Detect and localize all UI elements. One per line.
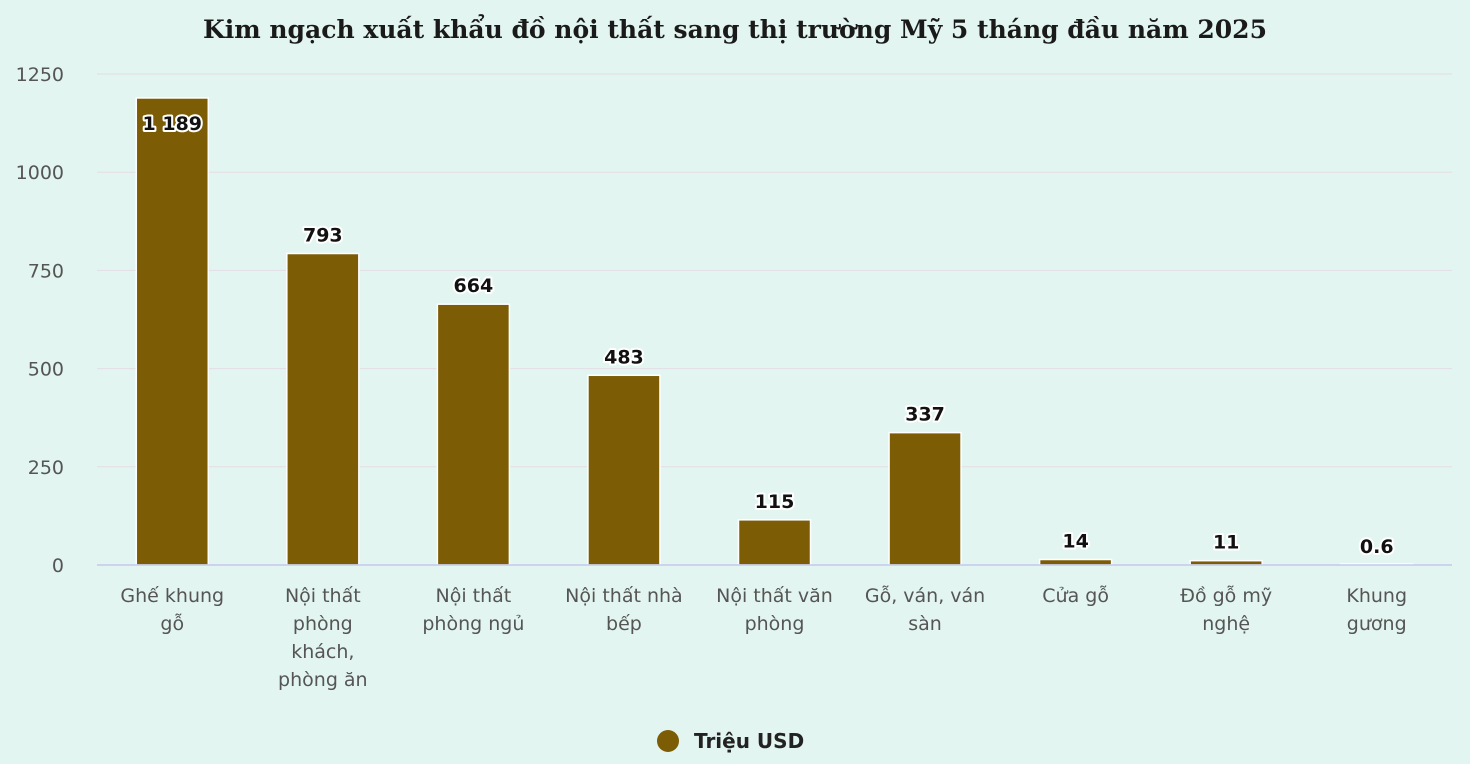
x-category-label: Khung gương [1346, 585, 1407, 635]
bar[interactable] [737, 519, 812, 566]
bars [135, 97, 1414, 566]
y-tick-label: 0 [52, 555, 64, 577]
y-axis-ticks: 0 250 500 750 1000 1250 [16, 64, 64, 577]
data-label: 115 [755, 491, 795, 513]
x-category-label: Nội thất phòng ngủ [422, 585, 524, 635]
legend-marker-icon [657, 730, 679, 752]
y-tick-label: 250 [28, 457, 64, 479]
data-label: 11 [1213, 532, 1239, 554]
x-category-label: Gỗ, ván, ván sàn [865, 584, 985, 635]
x-category-label: Cửa gỗ [1042, 584, 1109, 607]
y-tick-label: 1250 [16, 64, 64, 86]
bar[interactable] [587, 374, 661, 566]
y-tick-label: 500 [28, 359, 64, 381]
x-category-label: Nội thất nhà bếp [565, 585, 683, 635]
data-label: 0.6 [1360, 536, 1394, 558]
data-label: 664 [454, 275, 494, 297]
data-label: 793 [303, 225, 343, 247]
x-category-label: Đồ gỗ mỹ nghệ [1180, 584, 1272, 635]
chart-title: Kim ngạch xuất khẩu đồ nội thất sang thị… [203, 15, 1267, 44]
data-label: 337 [905, 404, 945, 426]
data-labels: 1 189 793 664 483 115 337 14 11 0.6 [141, 111, 1396, 560]
x-category-label: Nội thất văn phòng [716, 585, 833, 635]
y-tick-label: 1000 [16, 162, 64, 184]
data-label: 483 [604, 346, 644, 368]
x-category-label: Nội thất phòng khách, phòng ăn [278, 585, 368, 691]
bar[interactable] [286, 252, 360, 566]
data-label: 1 189 [143, 113, 203, 135]
x-axis-categories: Ghế khung gỗ Nội thất phòng khách, phòng ăn Nộ… [120, 584, 1407, 691]
x-category-label: Ghế khung gỗ [120, 585, 224, 635]
bar[interactable] [436, 303, 511, 566]
legend-label: Triệu USD [694, 729, 804, 753]
bar[interactable] [135, 97, 210, 566]
bar[interactable] [888, 431, 962, 566]
bar[interactable] [1038, 558, 1113, 566]
legend[interactable]: Triệu USD [657, 729, 804, 753]
y-tick-label: 750 [28, 260, 64, 282]
data-label: 14 [1062, 531, 1088, 553]
